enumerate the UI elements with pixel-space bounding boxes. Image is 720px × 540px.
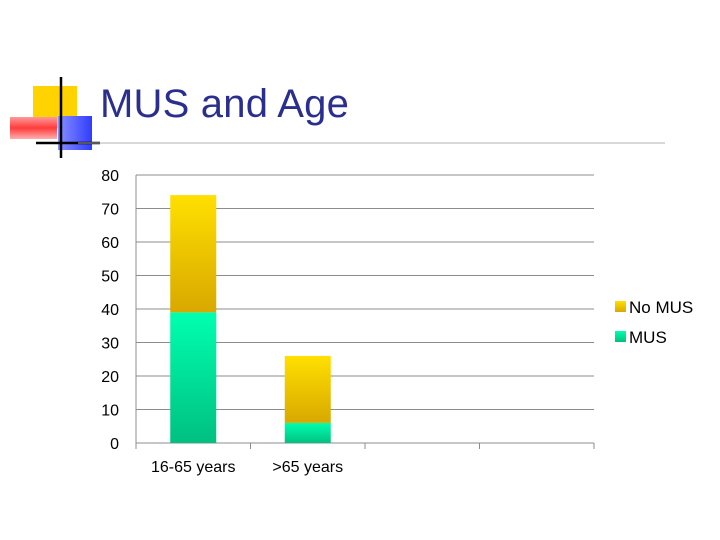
legend-label: MUS <box>629 328 667 347</box>
bars-layer <box>170 195 331 443</box>
x-tick-label: >65 years <box>272 459 343 476</box>
legend-swatch <box>615 301 626 312</box>
y-tick-label: 60 <box>101 235 119 252</box>
bar-segment-no-mus <box>170 195 217 313</box>
bar-segment-mus <box>170 312 217 443</box>
y-tick-label: 20 <box>101 369 119 386</box>
deco-blue-square <box>58 116 92 150</box>
y-tick-label: 80 <box>101 168 119 185</box>
legend: No MUS MUS <box>615 298 693 347</box>
deco-red-bar <box>10 117 57 139</box>
y-tick-label: 70 <box>101 202 119 219</box>
legend-swatch <box>615 331 626 342</box>
x-tick-label: 16-65 years <box>151 459 236 476</box>
bar-segment-mus <box>284 422 331 443</box>
y-tick-label: 0 <box>110 436 119 453</box>
slide-title: MUS and Age <box>100 82 350 126</box>
y-tick-label: 30 <box>101 336 119 353</box>
y-tick-label: 50 <box>101 269 119 286</box>
y-tick-label: 40 <box>101 302 119 319</box>
legend-label: No MUS <box>629 298 693 317</box>
y-tick-label: 10 <box>101 403 119 420</box>
bar-segment-no-mus <box>284 355 331 423</box>
axis-layer: 0 10 20 30 40 50 60 70 80 16-65 years >65 years <box>101 168 595 476</box>
